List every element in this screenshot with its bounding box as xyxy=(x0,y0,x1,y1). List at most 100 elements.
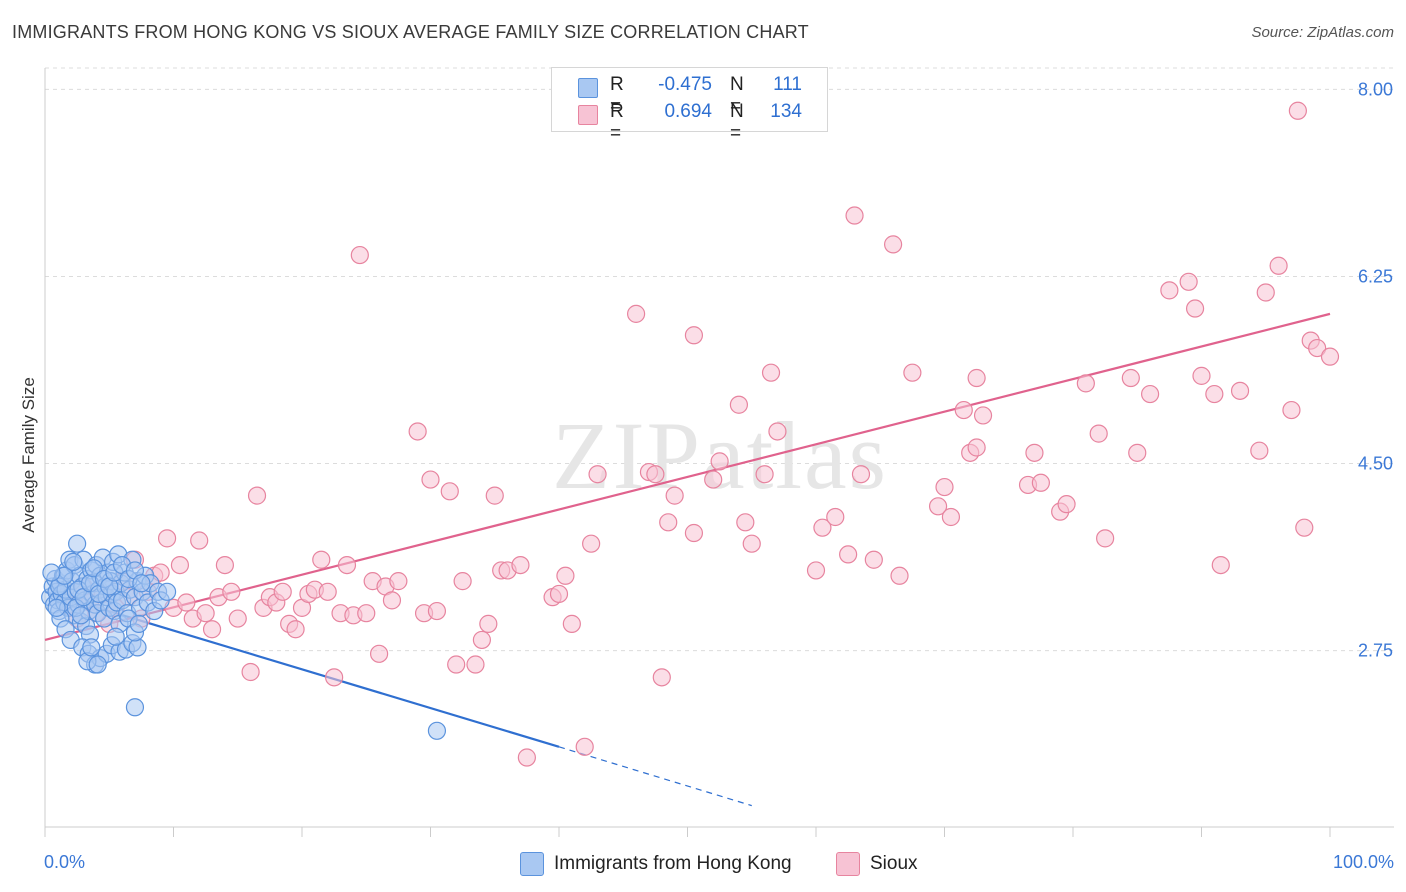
pink-data-point xyxy=(190,531,209,550)
pink-data-point xyxy=(286,620,305,639)
pink-data-point xyxy=(1160,281,1179,300)
pink-data-point xyxy=(215,555,234,575)
blue-data-point xyxy=(82,638,101,657)
pink-data-point xyxy=(646,465,665,484)
pink-data-point xyxy=(453,572,472,591)
pink-data-point xyxy=(973,406,993,425)
pink-data-point xyxy=(729,395,749,414)
pink-data-point xyxy=(1230,381,1250,400)
pink-data-point xyxy=(684,523,704,543)
pink-data-point xyxy=(447,655,466,674)
pink-data-point xyxy=(1192,366,1211,385)
pink-data-point xyxy=(222,582,241,601)
pink-data-point xyxy=(813,518,832,537)
blue-trend-extension xyxy=(558,746,752,807)
pink-data-point xyxy=(1295,518,1314,537)
pink-data-point xyxy=(421,470,440,489)
x-axis-max-label: 100.0% xyxy=(1332,852,1394,872)
pink-data-point xyxy=(556,566,575,585)
pink-data-point xyxy=(157,529,177,548)
pink-data-point xyxy=(626,304,646,323)
legend-stats: R = -0.475 N = 111 R = 0.694 N = 134 xyxy=(551,67,828,144)
pink-data-point xyxy=(652,668,671,687)
pink-data-point xyxy=(967,438,986,457)
pink-data-point xyxy=(659,513,678,532)
x-axis-min-label: 0.0% xyxy=(44,852,86,872)
y-tick-label: 6.25 xyxy=(1358,266,1393,286)
y-tick-label: 4.50 xyxy=(1358,454,1393,474)
legend-n-label: N = xyxy=(730,74,744,117)
blue-swatch-icon xyxy=(520,852,544,876)
pink-data-point xyxy=(273,582,292,601)
pink-data-point xyxy=(967,368,986,388)
pink-data-point xyxy=(325,668,344,687)
pink-data-point xyxy=(1205,384,1224,404)
blue-data-point xyxy=(88,655,107,674)
pink-data-point xyxy=(1288,101,1307,120)
pink-swatch-icon xyxy=(578,105,598,125)
blue-data-point xyxy=(129,614,148,633)
pink-data-point xyxy=(337,555,357,575)
blue-data-point xyxy=(71,606,91,625)
pink-data-point xyxy=(228,609,247,628)
pink-data-point xyxy=(170,555,190,575)
pink-data-point xyxy=(903,363,922,382)
pink-data-point xyxy=(761,363,781,382)
pink-data-point xyxy=(1076,374,1095,393)
pink-data-point xyxy=(511,555,530,575)
pink-data-point xyxy=(928,497,948,516)
pink-data-point xyxy=(196,604,215,623)
pink-data-point xyxy=(883,235,903,254)
legend-item-pink: Sioux xyxy=(836,852,918,876)
pink-data-point xyxy=(1128,443,1147,462)
pink-data-point xyxy=(575,737,594,756)
pink-data-point xyxy=(485,486,504,505)
pink-data-point xyxy=(408,422,427,441)
blue-data-point xyxy=(157,582,177,601)
pink-data-point xyxy=(806,561,826,580)
pink-data-point xyxy=(549,584,569,604)
blue-data-point xyxy=(68,534,87,553)
pink-data-point xyxy=(704,470,723,489)
pink-data-point xyxy=(1057,495,1076,514)
pink-data-point xyxy=(389,572,408,591)
axes xyxy=(44,68,1394,837)
chart-title: IMMIGRANTS FROM HONG KONG VS SIOUX AVERA… xyxy=(12,22,809,42)
blue-data-point xyxy=(106,627,125,646)
pink-data-point xyxy=(1140,384,1160,404)
pink-data-point xyxy=(665,486,684,505)
pink-data-point xyxy=(318,582,337,601)
pink-data-point xyxy=(1179,272,1198,291)
pink-data-point xyxy=(1269,256,1288,275)
pink-data-point xyxy=(736,513,755,532)
pink-data-point xyxy=(202,620,222,639)
trend-lines xyxy=(44,312,1331,807)
data-points xyxy=(41,101,1340,767)
blue-swatch-icon xyxy=(578,78,598,98)
legend-n-label: N = xyxy=(730,101,744,144)
legend-label-blue: Immigrants from Hong Kong xyxy=(554,853,792,875)
pink-data-point xyxy=(312,550,331,569)
pink-swatch-icon xyxy=(836,852,860,876)
pink-data-point xyxy=(845,206,864,225)
pink-data-point xyxy=(1121,368,1140,388)
pink-data-point xyxy=(440,482,459,501)
pink-data-point xyxy=(710,452,729,471)
pink-data-point xyxy=(1308,338,1327,358)
pink-data-point xyxy=(864,550,883,569)
source-credit: Source: ZipAtlas.com xyxy=(1251,24,1394,41)
pink-data-point xyxy=(1031,473,1050,492)
blue-data-point xyxy=(42,563,61,582)
legend-label-pink: Sioux xyxy=(870,853,918,875)
pink-trend-line xyxy=(44,312,1331,641)
pink-data-point xyxy=(582,534,601,553)
pink-data-point xyxy=(935,477,954,497)
legend-r-label: R = xyxy=(610,74,624,117)
pink-data-point xyxy=(1320,347,1340,366)
blue-data-point xyxy=(128,638,147,657)
pink-data-point xyxy=(479,614,498,633)
pink-data-point xyxy=(241,662,260,682)
pink-data-point xyxy=(177,593,196,612)
pink-data-point xyxy=(357,604,376,623)
